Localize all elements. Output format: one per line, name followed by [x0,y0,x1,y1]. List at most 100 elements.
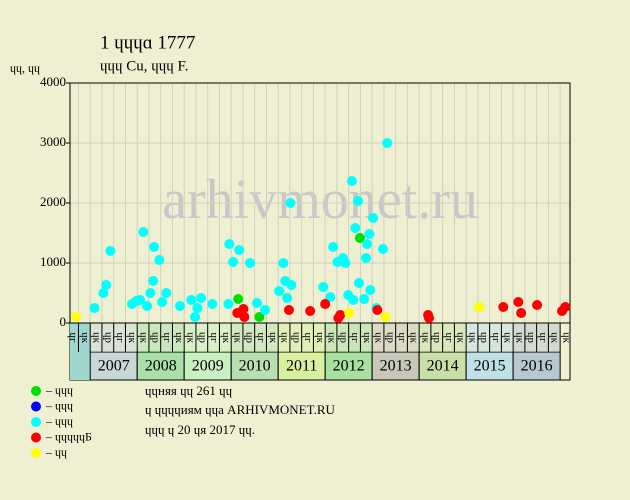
data-point [361,238,372,249]
data-point [368,213,379,223]
y-tick-label: 4000 [40,74,66,89]
data-point [286,280,297,291]
data-point [233,294,244,304]
year-label: 2007 [98,358,130,375]
quarter-label: ɥг [208,332,220,343]
legend-name: ɥɥ [55,445,67,459]
quarter-label: ɥк [408,332,420,344]
data-point [498,301,509,312]
year-cell [277,351,326,381]
data-point [142,301,153,312]
data-point [260,304,271,315]
data-point [320,298,331,309]
quarter-label: ɥк [91,332,103,344]
year-label: 2010 [239,358,271,375]
legend-name: ɥɥɥɥɥБ [55,429,92,443]
quarter-label: ɥк [455,332,467,344]
footer-line: ɥ ɥɥɥɥиям ɥɥа ARHIVMONET.RU [145,402,336,417]
year-label: 2009 [192,358,224,375]
data-point [382,138,393,148]
data-point [344,307,355,318]
data-point [254,312,265,322]
quarter-label: ɥк [361,332,373,344]
axis-strip-start [70,323,91,380]
quarter-label: ɥк [373,332,385,344]
data-point [560,301,571,312]
year-label: 2016 [521,358,553,375]
data-point [318,282,329,292]
chart-title: 1 ɥɥɥɑ 1777 [100,32,195,53]
data-point [71,312,82,322]
year-label: 2012 [333,358,365,375]
watermark: arhivmonet.ru [162,169,478,231]
quarter-label: ɥк [232,332,244,344]
data-point [285,198,296,208]
data-point [174,301,185,312]
legend-label: – ɥɥɥ [45,414,73,428]
data-point [305,306,316,316]
legend-swatch [31,401,41,412]
data-point [244,258,255,268]
data-point [154,255,165,265]
legend-label: – ɥɥ [45,445,67,459]
quarter-label: ɥг [396,332,408,343]
data-point [364,229,375,240]
quarter-label: ɥг [114,332,126,343]
data-point [350,223,361,234]
data-point [348,295,359,306]
data-point [161,288,172,298]
data-point [346,175,357,186]
data-point [186,295,197,306]
year-label: 2008 [145,358,177,375]
data-point [101,280,112,291]
data-point [278,258,289,268]
quarter-label: ɥк [326,332,338,344]
quarter-label: ɥр [149,332,161,344]
quarter-label: ɥр [196,332,208,344]
data-point [274,286,285,297]
data-point [359,294,370,304]
quarter-label: ɥг [349,332,361,343]
legend-name: ɥɥɥ [55,414,73,428]
quarter-label: ɥк [126,332,138,344]
data-point [516,307,527,318]
legend-label: – ɥɥɥɥɥБ [45,429,92,443]
data-point [513,297,524,307]
data-point [532,300,543,310]
footer-line: ɥɥняя ɥɥ 261 ɥɥ [145,383,233,398]
data-point [354,232,365,243]
data-point [207,298,218,309]
data-point [149,241,160,252]
quarter-label: ɥг [255,332,267,343]
y-axis-label: ɥɥ, ɥɥ [10,61,40,75]
data-point [353,196,364,207]
legend-name: ɥɥɥ [55,383,73,397]
data-point [335,310,346,321]
data-point [105,246,116,256]
data-point [377,244,388,255]
quarter-label: ɥр [102,332,114,344]
data-point [148,276,159,286]
quarter-label: ɥг [161,332,173,343]
legend-swatch [31,386,41,396]
data-point [328,241,339,252]
quarter-label: ɥк [138,332,150,344]
quarter-label: ɥг [67,332,79,343]
quarter-label: ɥг [537,332,549,343]
year-cell [512,351,561,381]
data-point [157,297,168,307]
data-point [340,258,351,268]
data-point [361,253,372,264]
data-point [228,256,239,267]
data-point [252,298,263,309]
quarter-label: ɥк [513,332,525,344]
data-point [424,313,435,324]
quarter-label: ɥк [79,332,91,344]
quarter-label: ɥр [525,332,537,344]
data-point [283,304,294,315]
legend-label: – ɥɥɥ [45,398,73,412]
data-point [474,301,485,312]
